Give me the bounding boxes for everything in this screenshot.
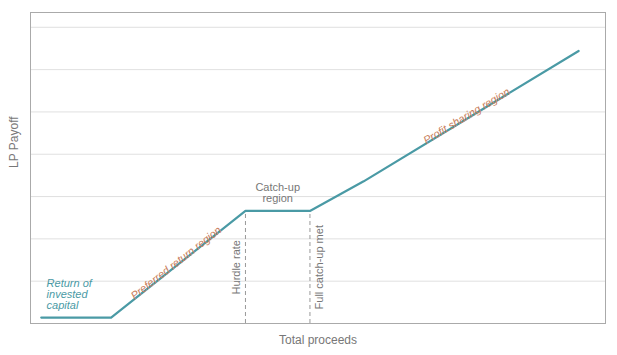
svg-text:Total proceeds: Total proceeds	[279, 333, 357, 347]
svg-text:Full catch-up met: Full catch-up met	[313, 225, 325, 309]
svg-text:Return ofinvestedcapital: Return ofinvestedcapital	[47, 277, 93, 311]
svg-text:Catch-upregion: Catch-upregion	[255, 181, 300, 204]
svg-text:Hurdle rate: Hurdle rate	[230, 240, 242, 294]
svg-text:Profit sharing region: Profit sharing region	[421, 85, 512, 146]
svg-text:Preferred return region: Preferred return region	[128, 224, 223, 302]
svg-text:LP Payoff: LP Payoff	[7, 116, 21, 168]
